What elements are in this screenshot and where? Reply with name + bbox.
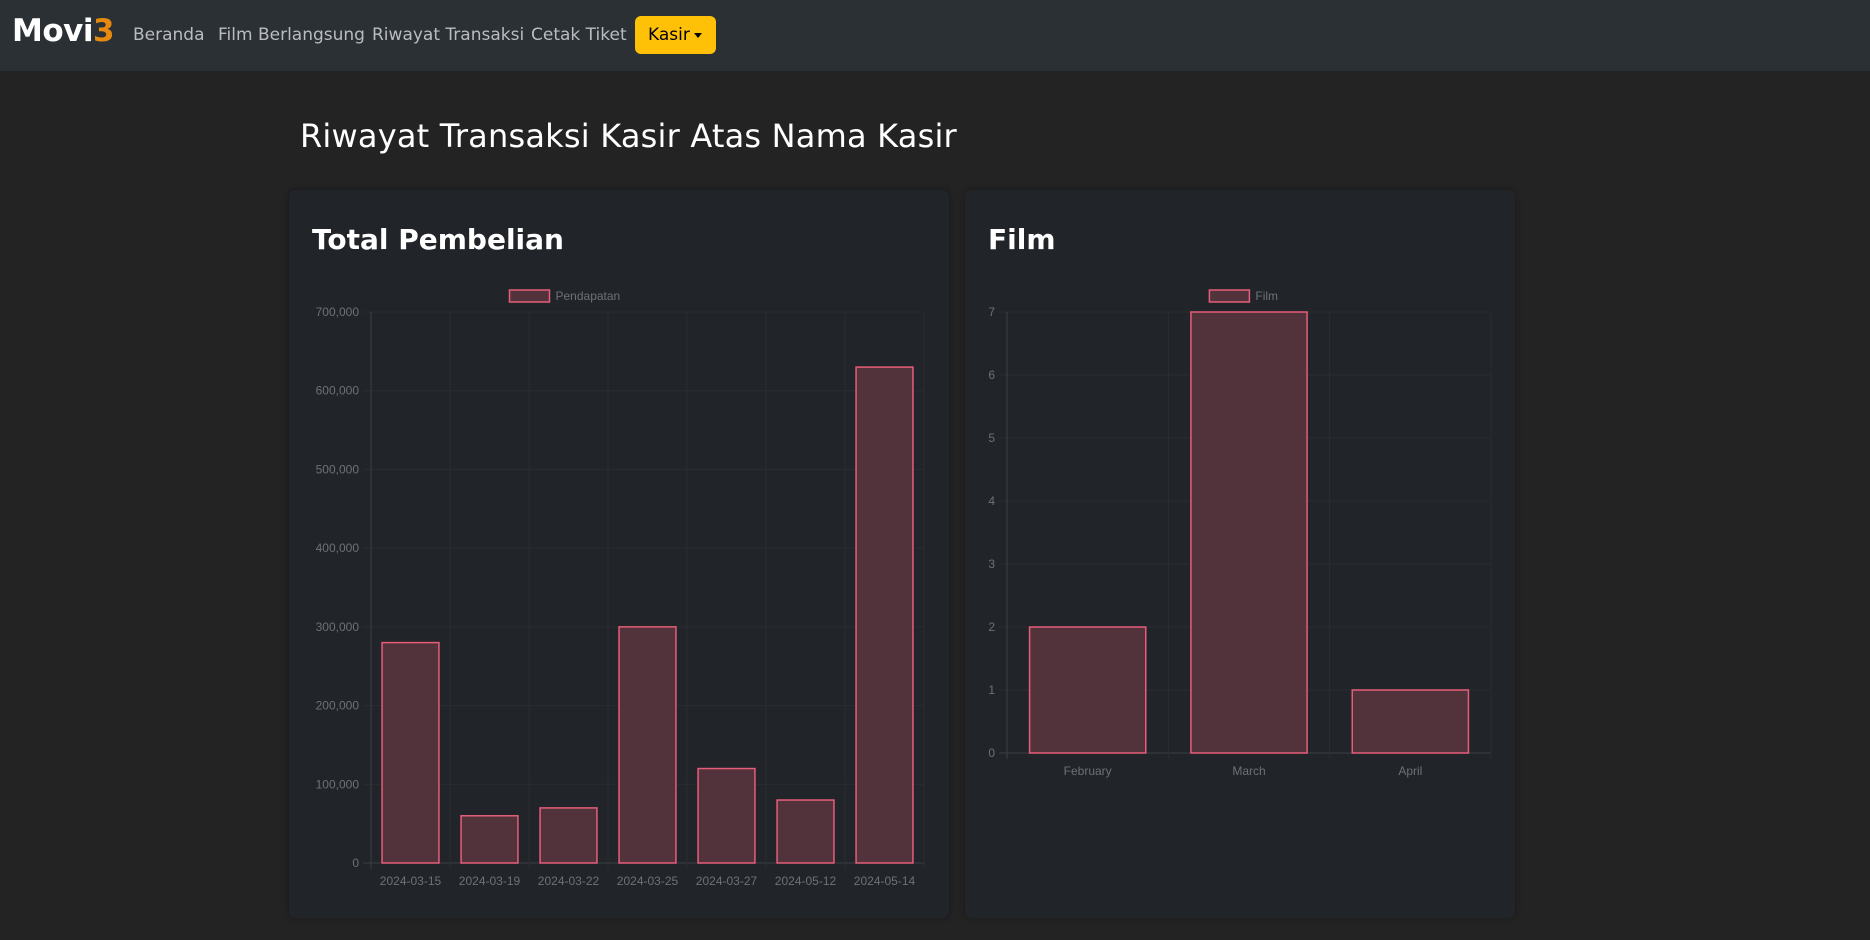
x-tick-label: 2024-03-19 (459, 874, 521, 888)
y-tick-label: 100,000 (316, 777, 360, 791)
bar (697, 767, 756, 864)
y-tick-label: 600,000 (316, 384, 360, 398)
y-tick-label: 7 (988, 305, 995, 319)
legend-swatch (1208, 289, 1251, 303)
bar (1028, 626, 1147, 754)
kasir-dropdown-label: Kasir (648, 25, 690, 45)
bar (776, 799, 835, 864)
nav-link-riwayat-transaksi[interactable]: Riwayat Transaksi (372, 25, 525, 45)
legend-swatch (508, 289, 551, 303)
card-title-film: Film (988, 223, 1056, 256)
chart-film: Film 0 1 2 3 4 5 6 7 February March April (988, 289, 1492, 778)
x-tick-label: March (1232, 764, 1265, 778)
y-tick-label: 300,000 (316, 620, 360, 634)
bar (1190, 311, 1308, 754)
y-tick-label: 0 (352, 856, 359, 870)
nav-link-beranda[interactable]: Beranda (133, 25, 205, 45)
bar (539, 807, 598, 864)
x-tick-label: 2024-03-25 (617, 874, 679, 888)
x-tick-label: 2024-05-14 (854, 874, 916, 888)
y-tick-label: 400,000 (316, 541, 360, 555)
x-tick-label: April (1398, 764, 1422, 778)
x-tick-label: 2024-03-15 (380, 874, 442, 888)
x-tick-label: 2024-05-12 (775, 874, 837, 888)
y-tick-label: 1 (988, 683, 995, 697)
nav-link-cetak-tiket[interactable]: Cetak Tiket (531, 25, 627, 45)
bar (1351, 689, 1470, 754)
bar (460, 815, 519, 864)
x-tick-label: 2024-03-22 (538, 874, 600, 888)
y-tick-label: 6 (988, 368, 995, 382)
brand-logo[interactable]: Movi3 (12, 12, 115, 50)
chart-card-total-pembelian: Total Pembelian Pendapatan 0 100,000 200,00… (289, 190, 949, 918)
card-title-total-pembelian: Total Pembelian (312, 223, 564, 256)
x-tick-label: 2024-03-27 (696, 874, 758, 888)
y-tick-label: 2 (988, 620, 995, 634)
y-tick-label: 0 (988, 746, 995, 760)
nav-link-film-berlangsung[interactable]: Film Berlangsung (218, 25, 365, 45)
navbar: Movi3 Beranda Film Berlangsung Riwayat T… (0, 0, 1870, 71)
y-tick-label: 500,000 (316, 462, 360, 476)
bar (618, 626, 677, 864)
caret-down-icon (694, 33, 702, 38)
kasir-dropdown-button[interactable]: Kasir (635, 16, 716, 54)
bar (855, 366, 914, 864)
brand-accent: 3 (92, 13, 115, 49)
bar (381, 641, 440, 864)
y-tick-label: 200,000 (316, 699, 360, 713)
brand-main: Movi (12, 13, 93, 49)
legend-label: Pendapatan (556, 289, 621, 303)
legend: Film (1208, 289, 1278, 303)
chart-card-film: Film Film 0 1 2 3 4 5 6 7 February March April (965, 190, 1515, 918)
y-tick-label: 700,000 (316, 305, 360, 319)
y-tick-label: 3 (988, 557, 995, 571)
y-tick-label: 4 (988, 494, 995, 508)
chart-total-pembelian: Pendapatan 0 100,000 200,000 300,000 400,000 5… (316, 289, 925, 888)
y-tick-label: 5 (988, 431, 995, 445)
legend-label: Film (1255, 289, 1278, 303)
x-tick-label: February (1064, 764, 1112, 778)
page-title: Riwayat Transaksi Kasir Atas Nama Kasir (300, 117, 957, 156)
legend: Pendapatan (508, 289, 621, 303)
